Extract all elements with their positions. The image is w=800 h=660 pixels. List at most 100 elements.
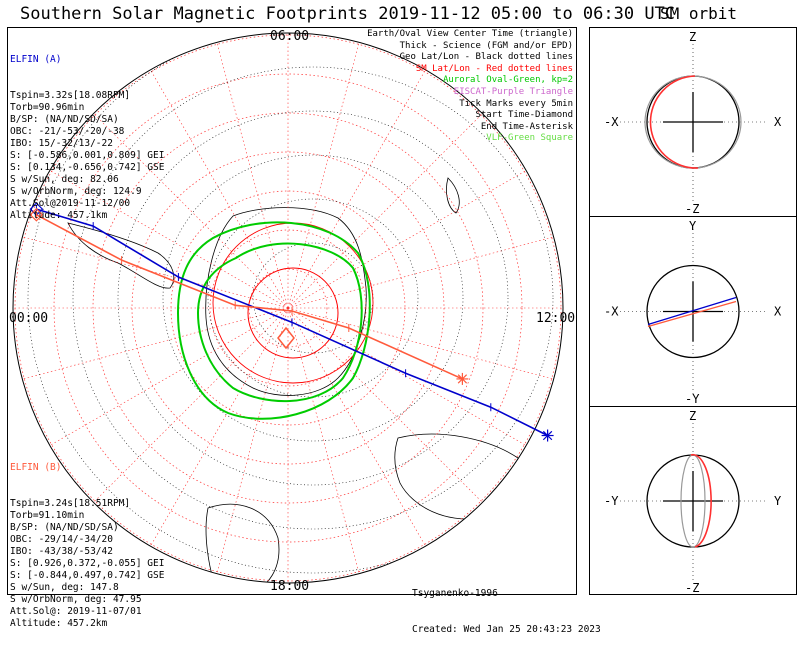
antarctica-outline xyxy=(205,207,367,396)
sm-panel-xz: Z -Z -X X xyxy=(589,27,797,217)
sm-lon-line xyxy=(287,307,554,380)
elfin-a-line: Altitude: 457.1km xyxy=(10,210,108,221)
sm-lon-line xyxy=(287,42,360,309)
elfin-b-line: IBO: -43/38/-53/42 xyxy=(10,546,113,557)
sm-lon-line xyxy=(22,236,289,309)
elfin-b-orbit xyxy=(690,453,712,548)
sm-orbit-yz: Z -Z -Y Y xyxy=(604,409,782,595)
elfin-b-line: OBC: -29/14/-34/20 xyxy=(10,534,113,545)
sm-lon-line xyxy=(287,170,527,309)
sm-lon-line xyxy=(287,307,360,574)
legend-entry: Thick - Science (FGM and/or EPD) xyxy=(399,40,573,51)
elfin-b-header: ELFIN (B) xyxy=(10,462,62,473)
legend-entry: Tick Marks every 5min xyxy=(459,98,573,109)
chart-title: Southern Solar Magnetic Footprints 2019-… xyxy=(20,4,676,24)
sm-lon-line xyxy=(287,307,527,446)
sm-lon-line xyxy=(216,307,289,574)
legend-entry: SM Lat/Lon - Red dotted lines xyxy=(415,63,573,74)
elfin-a-line: IBO: 15/-32/13/-22 xyxy=(10,138,113,149)
africa-outline xyxy=(205,503,280,583)
legend-entry: EISCAT-Purple Triangle xyxy=(453,86,573,97)
elfin-b-line: S w/Sun, deg: 147.8 xyxy=(10,582,119,593)
legend-entry: Geo Lat/Lon - Black dotted lines xyxy=(399,52,573,63)
end-asterisk xyxy=(542,430,553,441)
auroral-oval-outer xyxy=(176,221,371,420)
sm-lon-line xyxy=(49,307,289,446)
time-label-top: 06:00 xyxy=(270,29,309,44)
sm-label-right: X xyxy=(774,115,782,129)
elfin-a-line: S w/Sun, deg: 82.06 xyxy=(10,174,119,185)
south-america-outline xyxy=(67,222,175,289)
sm-label-bottom: -Z xyxy=(685,581,699,594)
elfin-a-line: Tspin=3.32s[18.08RPM] xyxy=(10,90,131,101)
elfin-b-line: S: [0.926,0.372,-0.055] GEI xyxy=(10,558,165,569)
geo-lat-circle xyxy=(207,198,419,398)
sm-lon-line xyxy=(22,307,289,380)
sm-lon-line xyxy=(287,307,483,503)
legend-entry: Start Time-Diamond xyxy=(475,110,573,121)
sm-lon-line xyxy=(49,170,289,309)
sm-lon-line xyxy=(93,307,289,503)
legend-entry: VLF-Green Square xyxy=(486,133,573,144)
sm-orbit-xy: Y -Y -X X xyxy=(604,219,782,406)
start-diamond xyxy=(29,207,44,222)
sm-lat-circle xyxy=(92,112,484,504)
end-asterisk xyxy=(457,374,468,384)
sm-orbit-xz: Z -Z -X X xyxy=(604,30,782,216)
sm-lat-circle xyxy=(248,268,328,348)
sm-label-right: X xyxy=(774,305,782,319)
elfin-a-line: Torb=90.96min xyxy=(10,102,85,113)
credit-created: Created: Wed Jan 25 20:43:23 2023 xyxy=(412,624,601,635)
sm-lon-line xyxy=(287,113,483,309)
new-zealand-outline xyxy=(446,177,460,214)
geo-lat-circle xyxy=(72,66,554,530)
sm-lon-line xyxy=(150,69,289,309)
sm-label-bottom: -Z xyxy=(685,202,699,216)
coordinate-grid xyxy=(12,32,564,584)
sm-lon-line xyxy=(287,236,554,309)
geo-lat-circle xyxy=(162,154,464,442)
elfin-b-orbit xyxy=(647,300,737,328)
elfin-a-lines: Tspin=3.32s[18.08RPM] Torb=90.96min B/SP: … xyxy=(10,90,164,222)
elfin-a-orbit xyxy=(647,296,737,326)
time-label-bottom: 18:00 xyxy=(270,579,309,594)
credits: Tsyganenko-1996 Created: Wed Jan 25 20:4… xyxy=(412,564,601,660)
elfin-a-line: B/SP: (NA/ND/SD/SA) xyxy=(10,114,119,125)
geo-lat-circle xyxy=(27,33,563,574)
elfin-b-orbit xyxy=(649,75,699,169)
sm-lon-line xyxy=(93,113,289,309)
track-line xyxy=(36,214,463,380)
legend: Earth/Oval View Center Time (triangle) Th… xyxy=(367,29,573,145)
map-boundary xyxy=(12,32,564,584)
sm-pole-circle xyxy=(247,267,339,359)
legend-entry: End Time-Asterisk xyxy=(480,121,573,132)
sm-lat-circle xyxy=(209,229,367,387)
view-center-diamond xyxy=(277,326,295,350)
geo-lat-circle xyxy=(252,242,374,354)
elfin-a-line: S: [0.134,-0.656,0.742] GSE xyxy=(10,162,165,173)
sm-label-top: Y xyxy=(689,219,697,233)
sm-label-bottom: -Y xyxy=(685,392,700,406)
sm-label-left: -Y xyxy=(604,494,619,508)
legend-entry: Earth/Oval View Center Time (triangle) xyxy=(367,29,573,39)
sm-orbit-title: SM orbit xyxy=(660,4,738,23)
satellite-tracks xyxy=(29,202,554,442)
elfin-b-lines: Tspin=3.24s[18.51RPM] Torb=91.10min B/SP: … xyxy=(10,498,164,630)
sm-label-right: Y xyxy=(774,494,782,508)
elfin-a-header: ELFIN (A) xyxy=(10,54,62,65)
elfin-a-line: S: [-0.586,0.001,0.809] GEI xyxy=(10,150,165,161)
legend-entry: Auroral Oval-Green, kp=2 xyxy=(442,75,573,86)
sm-panel-xy: Y -Y -X X xyxy=(589,216,797,407)
sm-lon-line xyxy=(150,307,289,547)
sm-lon-line xyxy=(287,307,426,547)
elfin-a-info: ELFIN (A) Tspin=3.32s[18.08RPM] Torb=90.9… xyxy=(10,30,164,246)
auroral-oval-inner xyxy=(196,242,363,403)
credit-author: Tsyganenko-1996 xyxy=(412,588,498,599)
sm-label-top: Z xyxy=(689,409,696,423)
elfin-b-line: Altitude: 457.2km xyxy=(10,618,108,629)
time-label-right: 12:00 xyxy=(536,311,575,326)
sm-label-top: Z xyxy=(689,30,696,44)
geo-lat-circle xyxy=(117,110,509,486)
footprint-map: 06:00 00:00 12:00 18:00 xyxy=(9,29,575,594)
footprint-map-panel: 06:00 00:00 12:00 18:00 ELFIN (A) Tspin=… xyxy=(7,27,601,635)
